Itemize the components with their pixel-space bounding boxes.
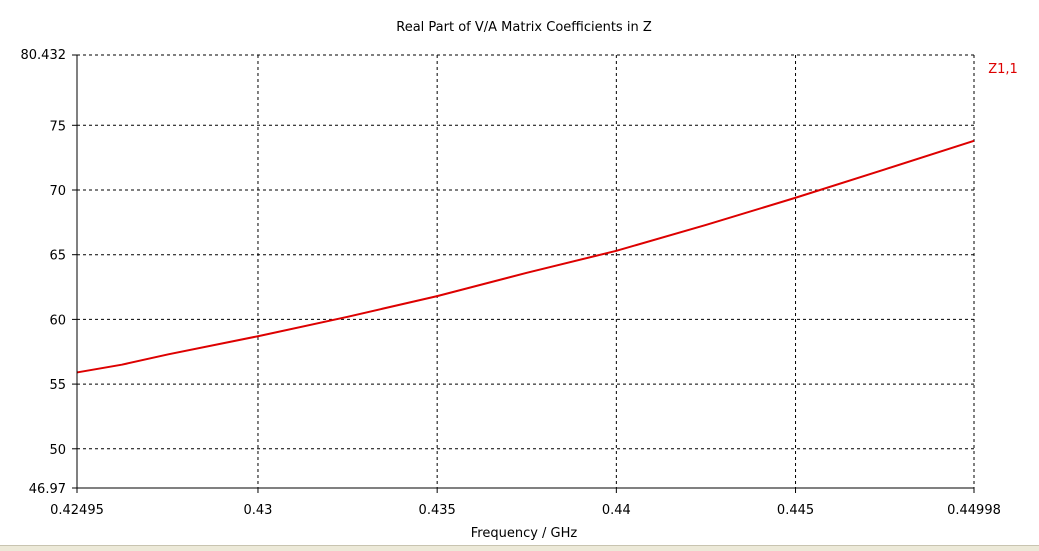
y-tick-label: 80.432	[21, 48, 67, 63]
axes	[72, 54, 975, 493]
plot-area	[77, 55, 974, 488]
chart-title: Real Part of V/A Matrix Coefficients in …	[396, 20, 652, 35]
y-tick-label: 55	[49, 378, 66, 393]
tick-labels: 0.42495 0.43 0.435 0.44 0.445 0.44998 46.97 50 5…	[21, 48, 1001, 518]
y-tick-label: 70	[49, 184, 66, 199]
legend-entry-z11[interactable]: Z1,1	[988, 62, 1018, 77]
series-layer	[76, 139, 975, 374]
x-tick-label: 0.445	[777, 503, 814, 518]
x-tick-label: 0.44998	[947, 503, 1001, 518]
y-tick-label: 60	[49, 313, 66, 328]
x-axis-label: Frequency / GHz	[471, 526, 578, 541]
x-tick-label: 0.44	[602, 503, 631, 518]
y-tick-label: 65	[49, 249, 66, 264]
x-tick-label: 0.42495	[50, 503, 104, 518]
x-tick-label: 0.435	[419, 503, 456, 518]
x-tick-label: 0.43	[244, 503, 273, 518]
y-tick-label: 75	[49, 119, 66, 134]
status-strip	[0, 545, 1039, 551]
series-line-0[interactable]	[76, 139, 975, 374]
y-tick-label: 50	[49, 443, 66, 458]
y-tick-label: 46.97	[29, 482, 66, 497]
